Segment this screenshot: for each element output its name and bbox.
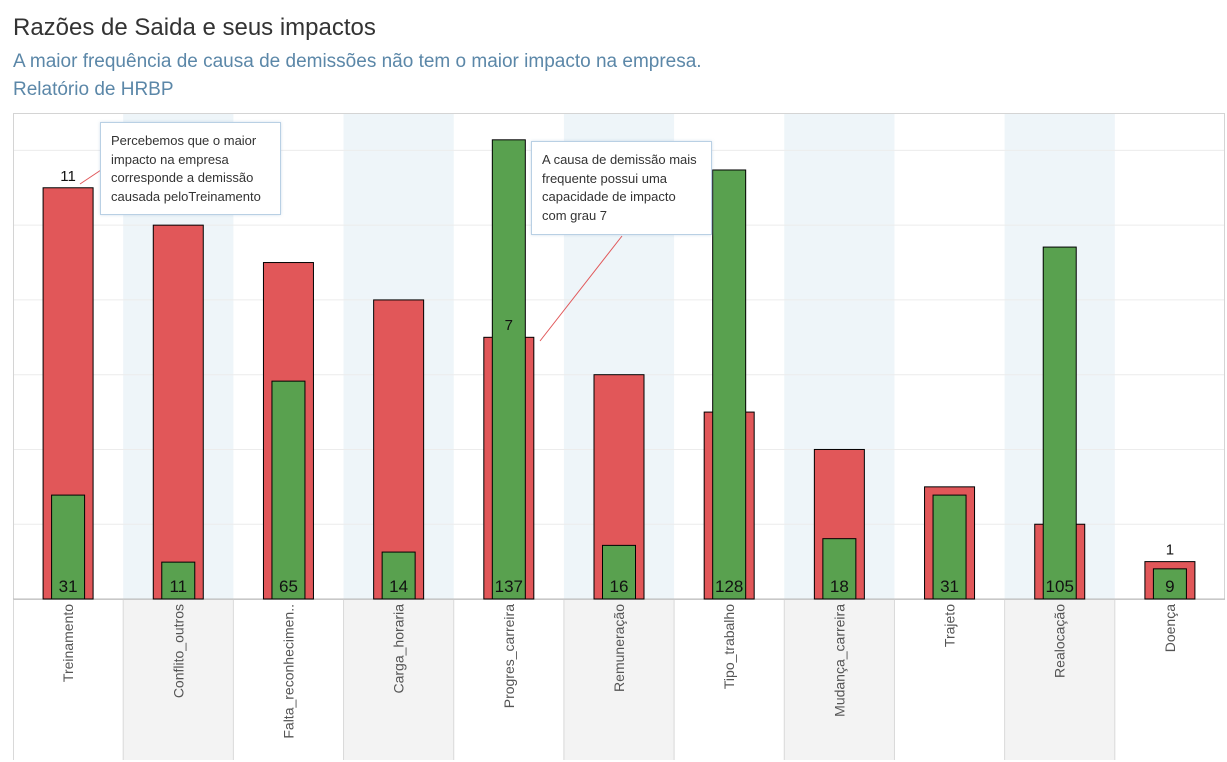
frequency-bar-realocacao xyxy=(1042,246,1077,600)
frequency-label-carga-horaria: 14 xyxy=(389,577,408,596)
frequency-label-mudanca-carreira: 18 xyxy=(830,577,849,596)
impact-bar-carga-horaria xyxy=(373,299,425,600)
impact-label-treinamento: 11 xyxy=(60,168,76,185)
category-label-tipo-trabalho: Tipo_trabalho xyxy=(721,604,737,689)
frequency-bar-doenca xyxy=(1152,568,1187,600)
frequency-bar-falta-reconhecimen xyxy=(271,380,306,600)
frequency-label-doenca: 9 xyxy=(1165,577,1174,596)
frequency-label-realocacao: 105 xyxy=(1046,577,1074,596)
category-label-remuneracao: Remuneração xyxy=(611,604,627,692)
frequency-label-conflito-outros: 11 xyxy=(169,577,187,596)
frequency-bar-trajeto xyxy=(932,494,967,600)
frequency-label-trajeto: 31 xyxy=(940,577,959,596)
frequency-bar-conflito-outros xyxy=(161,561,196,600)
impact-label-doenca: 1 xyxy=(1166,542,1174,559)
category-label-doenca: Doença xyxy=(1162,604,1178,652)
frequency-label-tipo-trabalho: 128 xyxy=(715,577,743,596)
frequency-label-treinamento: 31 xyxy=(59,577,78,596)
axis-label-band-shade xyxy=(784,599,895,760)
category-label-progres-carreira: Progres_carreira xyxy=(501,604,517,708)
category-label-falta-reconhecimen: Falta_reconhecimen.. xyxy=(280,604,296,739)
category-label-realocacao: Realocação xyxy=(1052,604,1068,678)
frequency-bar-mudanca-carreira xyxy=(822,538,857,600)
impact-bar-conflito-outros xyxy=(152,224,204,600)
axis-label-band-shade xyxy=(1004,599,1115,760)
annotation-callout-treinamento: Percebemos que o maior impacto na empres… xyxy=(100,122,281,215)
frequency-label-progres-carreira: 137 xyxy=(495,577,523,596)
report-name: Relatório de HRBP xyxy=(13,79,174,100)
frequency-label-falta-reconhecimen: 65 xyxy=(279,577,298,596)
frequency-bar-treinamento xyxy=(51,494,86,600)
category-label-conflito-outros: Conflito_outros xyxy=(170,604,186,698)
frequency-label-remuneracao: 16 xyxy=(610,577,629,596)
category-label-carga-horaria: Carga_horaria xyxy=(391,604,407,694)
annotation-connector xyxy=(79,169,102,185)
frequency-bar-carga-horaria xyxy=(381,551,416,600)
axis-label-band-shade xyxy=(563,599,675,760)
annotation-connector xyxy=(539,235,623,342)
frequency-bar-progres-carreira xyxy=(491,139,526,600)
chart-title: Razões de Saida e seus impactos xyxy=(13,14,376,41)
category-label-trajeto: Trajeto xyxy=(942,604,958,647)
axis-label-band-shade xyxy=(343,599,454,760)
chart-subtitle: A maior frequência de causa de demissões… xyxy=(13,51,702,72)
annotation-callout-progres-carreira: A causa de demissão mais frequente possu… xyxy=(531,141,712,235)
category-label-treinamento: Treinamento xyxy=(60,604,76,682)
axis-label-band-shade xyxy=(123,599,234,760)
frequency-bar-remuneracao xyxy=(602,544,636,600)
frequency-bar-tipo-trabalho xyxy=(712,169,747,600)
category-label-mudanca-carreira: Mudança_carreira xyxy=(831,604,847,717)
impact-label-progres-carreira: 7 xyxy=(505,317,513,334)
